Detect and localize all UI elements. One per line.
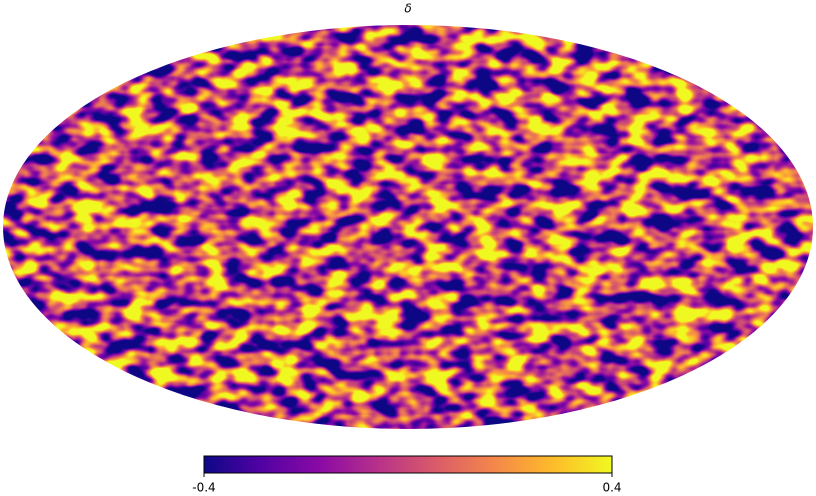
- sky-map: [3, 25, 813, 429]
- map-field: [3, 25, 813, 429]
- chart-title: δ: [404, 2, 411, 16]
- colorbar-tick-label: -0.4: [192, 481, 215, 495]
- colorbar-tick-label: 0.4: [602, 481, 621, 495]
- colorbar: [203, 455, 613, 474]
